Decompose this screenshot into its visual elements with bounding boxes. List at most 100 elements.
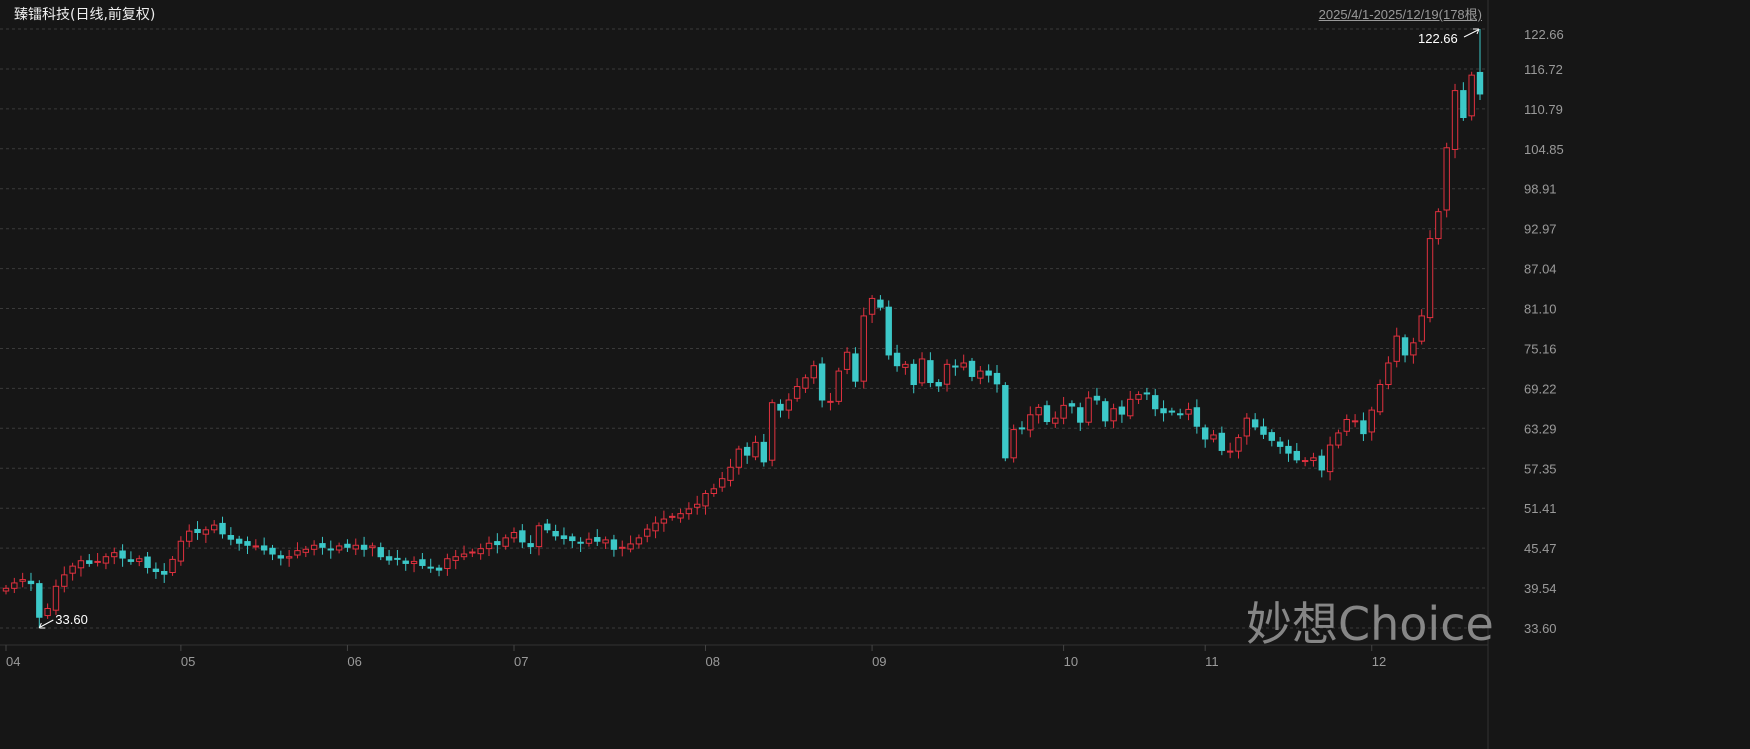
candle-body <box>169 558 176 574</box>
candle-body <box>1185 408 1192 415</box>
candle-body <box>768 402 776 461</box>
candle-body <box>877 299 884 308</box>
candle-body <box>760 441 768 463</box>
candle-body <box>177 540 185 562</box>
x-tick-label: 05 <box>181 654 195 669</box>
candle-body <box>910 363 917 386</box>
candle-body <box>360 544 368 550</box>
candle-body <box>644 528 651 537</box>
candle-body <box>868 297 876 315</box>
candle-body <box>161 571 168 575</box>
candle-body <box>635 537 643 545</box>
candle-body <box>619 546 626 549</box>
y-tick-label: 69.22 <box>1524 381 1557 396</box>
candle-body <box>227 535 235 540</box>
candle-body <box>335 545 343 551</box>
candle-body <box>86 560 93 564</box>
candle-body <box>252 545 260 548</box>
y-tick-label: 33.60 <box>1524 621 1557 636</box>
candle-body <box>494 541 501 546</box>
candle-body <box>327 548 334 551</box>
candle-body <box>743 446 751 456</box>
y-tick-label: 122.66 <box>1524 27 1564 42</box>
candle-body <box>19 579 26 582</box>
candle-body <box>1468 74 1475 117</box>
candle-body <box>993 372 1001 385</box>
candle-body <box>419 559 426 566</box>
candle-body <box>44 607 51 617</box>
y-tick-label: 63.29 <box>1524 421 1557 436</box>
candle-body <box>1043 405 1051 423</box>
candle-body <box>710 488 718 494</box>
candle-body <box>1368 409 1375 433</box>
candle-body <box>1035 406 1042 416</box>
candle-body <box>427 566 434 569</box>
candle-body <box>685 508 693 515</box>
x-tick-label: 10 <box>1064 654 1078 669</box>
min-arrow <box>40 619 54 628</box>
candle-body <box>1310 457 1317 462</box>
candle-body <box>1260 426 1267 435</box>
candle-body <box>1060 404 1067 419</box>
candle-body <box>477 548 484 555</box>
date-range-link[interactable]: 2025/4/1-2025/12/19(178根) <box>1318 7 1482 22</box>
candle-body <box>1435 211 1442 240</box>
candle-body <box>310 544 318 550</box>
candle-body <box>1393 335 1400 362</box>
candle-body <box>94 560 101 563</box>
candle-body <box>1102 401 1109 422</box>
candle-body <box>810 365 817 379</box>
candle-body <box>1351 420 1359 423</box>
candle-body <box>69 565 76 574</box>
candle-body <box>61 574 68 587</box>
candle-body <box>1460 90 1467 119</box>
candle-body <box>260 545 268 551</box>
candle-body <box>1335 432 1342 446</box>
candle-body <box>485 542 493 550</box>
candle-body <box>111 552 118 558</box>
candle-body <box>11 582 18 589</box>
candle-body <box>502 537 509 547</box>
candle-body <box>902 363 909 368</box>
candle-body <box>585 538 593 544</box>
candle-body <box>519 530 526 543</box>
candle-body <box>1201 427 1209 440</box>
candle-body <box>1052 417 1059 424</box>
candle-body <box>1027 414 1034 431</box>
watermark-logo: 妙想Choice <box>1246 597 1494 651</box>
candle-body <box>560 535 568 540</box>
candle-body <box>127 559 135 562</box>
candle-body <box>319 543 326 548</box>
candle-body <box>702 492 709 507</box>
candle-body <box>802 377 809 389</box>
candle-body <box>918 358 926 384</box>
candle-body <box>594 537 601 542</box>
candle-body <box>410 560 418 564</box>
candle-body <box>352 544 359 550</box>
candle-body <box>1326 444 1334 473</box>
candle-body <box>1285 445 1292 454</box>
y-tick-label: 57.35 <box>1524 461 1557 476</box>
candle-body <box>927 360 934 384</box>
candle-body <box>152 568 160 573</box>
candle-body <box>1143 392 1151 395</box>
candle-body <box>294 550 301 556</box>
candle-body <box>136 558 143 562</box>
candle-body <box>610 539 618 550</box>
candle-body <box>1226 450 1234 453</box>
candle-body <box>452 556 459 561</box>
candle-body <box>302 548 309 553</box>
candle-body <box>660 518 668 524</box>
candle-body <box>1343 419 1350 432</box>
candle-body <box>244 541 251 546</box>
candle-body <box>818 363 826 401</box>
candle-body <box>394 557 401 560</box>
candle-body <box>1010 429 1017 459</box>
y-tick-label: 39.54 <box>1524 581 1557 596</box>
candle-body <box>1426 238 1434 319</box>
chart-title: 臻镭科技(日线,前复权) <box>14 7 156 23</box>
candle-body <box>544 523 551 531</box>
candle-body <box>1210 434 1217 440</box>
candle-body <box>385 556 393 561</box>
